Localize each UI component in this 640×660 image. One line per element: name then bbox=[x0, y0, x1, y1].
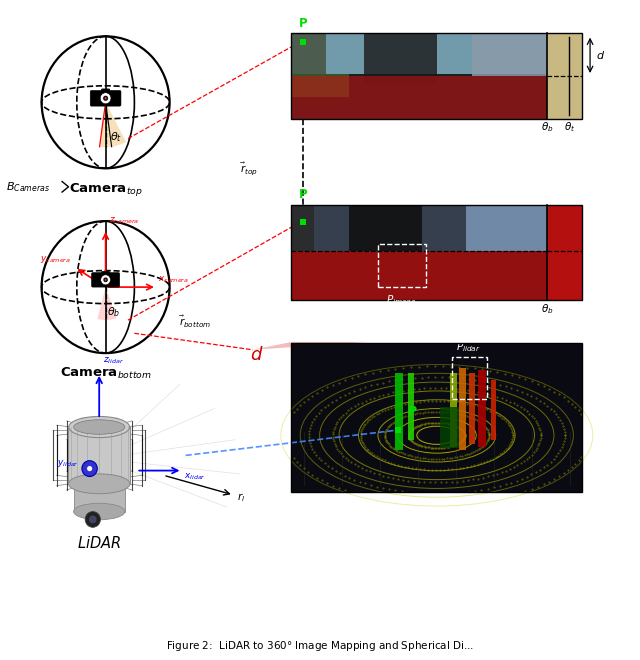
FancyBboxPatch shape bbox=[102, 271, 109, 277]
Ellipse shape bbox=[69, 416, 129, 438]
Circle shape bbox=[105, 279, 106, 280]
FancyBboxPatch shape bbox=[101, 89, 110, 95]
Circle shape bbox=[100, 93, 111, 104]
Text: $\theta_t$: $\theta_t$ bbox=[564, 121, 575, 135]
Circle shape bbox=[100, 275, 111, 285]
Text: $\theta_b$: $\theta_b$ bbox=[107, 306, 120, 319]
Text: $y_{lidar}$: $y_{lidar}$ bbox=[57, 459, 79, 469]
Bar bbox=[466, 205, 547, 251]
Bar bbox=[74, 482, 125, 512]
Bar bbox=[291, 33, 326, 74]
Bar bbox=[349, 205, 422, 251]
Text: Figure 2:  LiDAR to 360$\degree$ Image Mapping and Spherical Di...: Figure 2: LiDAR to 360$\degree$ Image Ma… bbox=[166, 640, 474, 653]
Text: $x_{lidar}$: $x_{lidar}$ bbox=[184, 472, 205, 482]
Bar bbox=[291, 33, 582, 119]
Circle shape bbox=[103, 96, 108, 101]
Bar bbox=[472, 33, 547, 76]
Bar bbox=[452, 358, 487, 399]
Circle shape bbox=[104, 97, 107, 99]
Text: $\mathbf{Camera}_{bottom}$: $\mathbf{Camera}_{bottom}$ bbox=[60, 366, 152, 381]
Circle shape bbox=[89, 515, 97, 523]
Text: $\theta_b$: $\theta_b$ bbox=[541, 302, 554, 316]
Text: $y_{camera}$: $y_{camera}$ bbox=[40, 253, 71, 265]
Text: $P_{lidar}$: $P_{lidar}$ bbox=[456, 341, 481, 354]
Bar bbox=[291, 205, 582, 300]
Text: $B_{Cameras}$: $B_{Cameras}$ bbox=[6, 180, 51, 193]
Ellipse shape bbox=[74, 420, 125, 434]
Bar bbox=[468, 373, 476, 444]
FancyBboxPatch shape bbox=[90, 90, 121, 106]
Bar bbox=[291, 205, 314, 251]
Bar bbox=[291, 343, 582, 492]
Bar bbox=[291, 343, 582, 492]
Bar bbox=[395, 373, 403, 450]
Text: P: P bbox=[408, 405, 417, 418]
Bar bbox=[291, 33, 547, 74]
Bar bbox=[440, 407, 460, 449]
FancyBboxPatch shape bbox=[92, 273, 120, 287]
Bar bbox=[291, 205, 582, 300]
Circle shape bbox=[103, 277, 108, 282]
Bar bbox=[291, 251, 547, 300]
Bar bbox=[68, 427, 130, 484]
Text: $z_{camera}$: $z_{camera}$ bbox=[109, 215, 139, 226]
Ellipse shape bbox=[74, 504, 125, 520]
Bar bbox=[378, 244, 426, 287]
Text: $\theta_b$: $\theta_b$ bbox=[541, 121, 554, 135]
Bar bbox=[450, 373, 458, 447]
Bar bbox=[291, 76, 547, 119]
Text: $z_{lidar}$: $z_{lidar}$ bbox=[103, 356, 124, 366]
Text: $\theta_t$: $\theta_t$ bbox=[110, 130, 122, 143]
Text: P: P bbox=[298, 188, 307, 201]
Text: $r_l$: $r_l$ bbox=[237, 491, 245, 504]
Wedge shape bbox=[100, 102, 126, 147]
Text: P: P bbox=[298, 16, 307, 30]
Bar bbox=[547, 33, 582, 119]
Text: $\vec{r}_{bottom}$: $\vec{r}_{bottom}$ bbox=[179, 314, 211, 329]
Circle shape bbox=[87, 466, 92, 471]
Bar bbox=[291, 205, 547, 251]
Text: $P_{image}$: $P_{image}$ bbox=[387, 294, 417, 308]
Circle shape bbox=[85, 512, 100, 527]
Bar bbox=[492, 380, 497, 440]
Text: $d$: $d$ bbox=[596, 50, 605, 61]
Text: $d$: $d$ bbox=[250, 346, 263, 364]
Text: $\mathit{LiDAR}$: $\mathit{LiDAR}$ bbox=[77, 535, 122, 550]
Bar bbox=[479, 370, 486, 447]
Ellipse shape bbox=[68, 474, 130, 494]
Text: $\mathbf{Camera}_{top}$: $\mathbf{Camera}_{top}$ bbox=[68, 182, 143, 199]
Polygon shape bbox=[253, 342, 368, 350]
Bar bbox=[408, 373, 415, 440]
Bar bbox=[364, 33, 437, 84]
Bar bbox=[291, 33, 582, 119]
Circle shape bbox=[82, 461, 97, 477]
Bar bbox=[291, 74, 349, 98]
Text: $\vec{r}_{top}$: $\vec{r}_{top}$ bbox=[240, 160, 258, 177]
Bar bbox=[547, 205, 582, 300]
Wedge shape bbox=[97, 287, 116, 320]
Text: $x_{camera}$: $x_{camera}$ bbox=[158, 275, 189, 285]
Bar bbox=[460, 368, 466, 450]
